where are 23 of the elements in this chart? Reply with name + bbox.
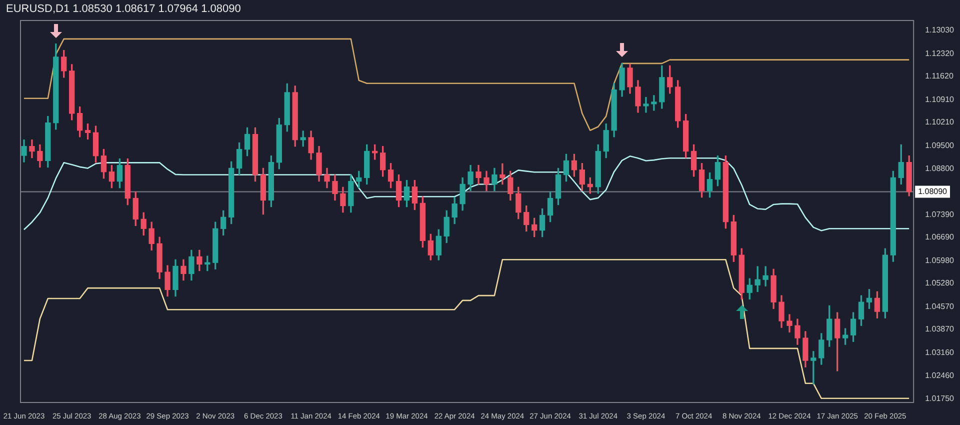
- y-tick-label: 1.03160: [925, 348, 955, 357]
- candlestick: [651, 95, 657, 111]
- y-tick-label: 1.04570: [925, 302, 955, 311]
- y-tick-label: 1.06690: [925, 232, 955, 242]
- y-tick-label: 1.02460: [925, 370, 955, 380]
- y-tick-label: 1.10910: [925, 94, 955, 104]
- chart-title: EURUSD,D1 1.08530 1.08617 1.07964 1.08090: [6, 3, 241, 15]
- y-tick-label: 1.13030: [925, 26, 955, 35]
- candlestick: [762, 266, 768, 286]
- y-tick-label: 1.05980: [925, 256, 955, 265]
- y-tick-label: 1.08800: [925, 164, 955, 173]
- y-tick-label: 1.12320: [925, 48, 955, 58]
- y-tick-label: 1.01750: [925, 394, 955, 403]
- y-tick-label: 1.10210: [925, 118, 955, 127]
- ref-line-label: 1.08090: [918, 186, 948, 196]
- candlestick: [300, 130, 306, 147]
- y-tick-label: 1.03870: [925, 324, 955, 334]
- y-tick-label: 1.11620: [925, 72, 954, 81]
- y-tick-label: 1.09500: [925, 140, 955, 150]
- y-tick-label: 1.05280: [925, 278, 955, 288]
- candlestick: [643, 97, 649, 113]
- y-tick-label: 1.07390: [925, 210, 955, 219]
- candlestick: [500, 163, 506, 185]
